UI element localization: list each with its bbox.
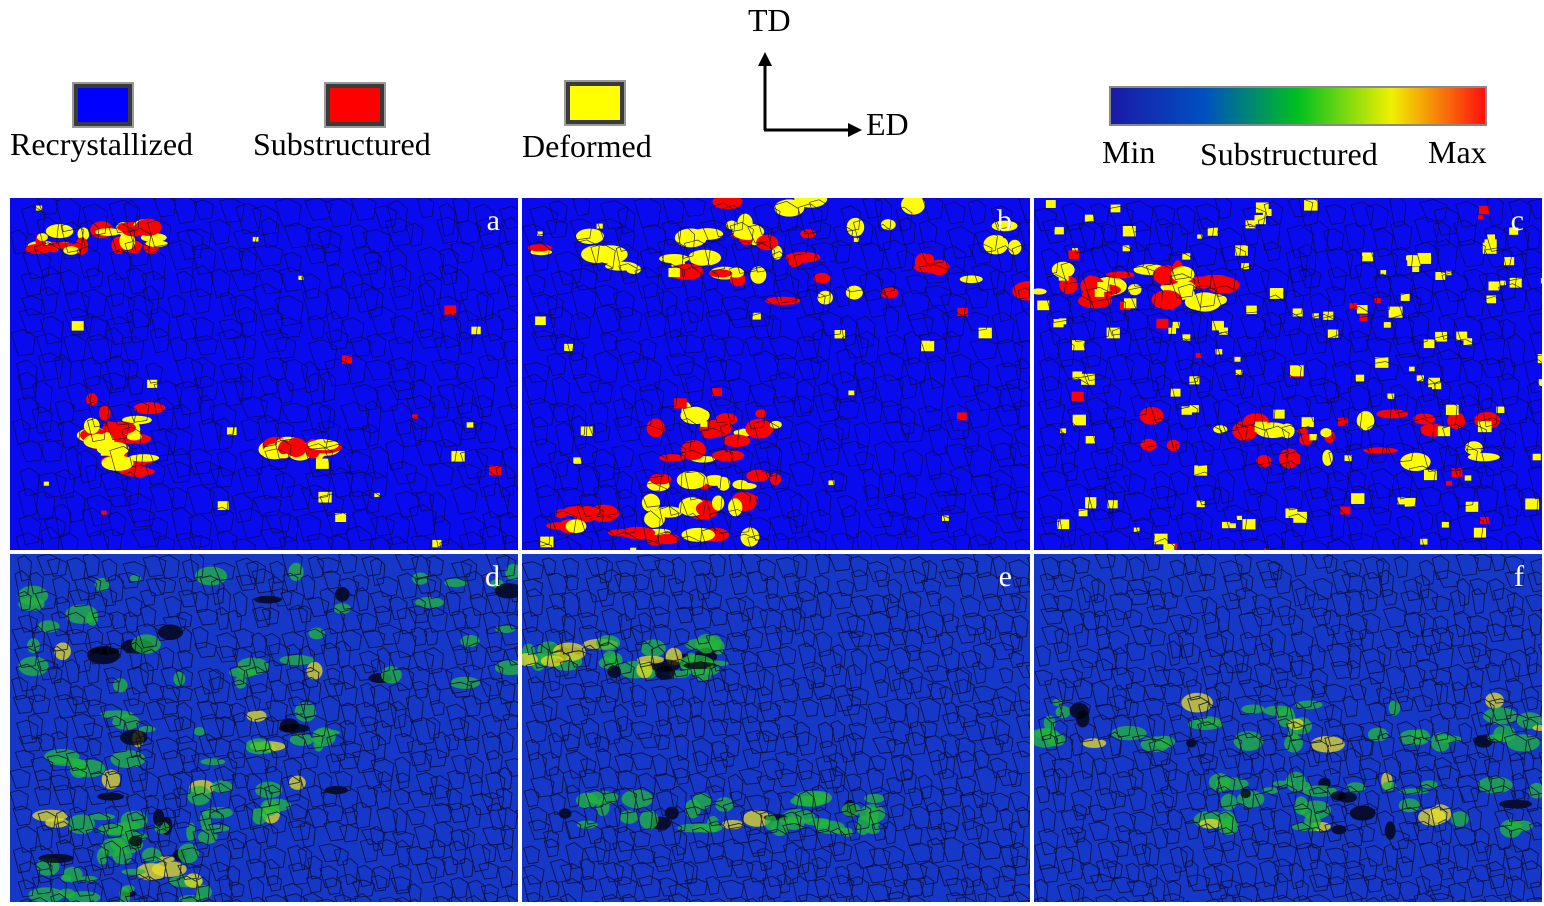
colorbar — [1109, 86, 1487, 126]
legend-swatch-recrystallized — [72, 82, 134, 128]
panel-a: a — [10, 198, 518, 550]
panel-d: d — [10, 554, 518, 902]
panel-a-letter: a — [486, 204, 500, 237]
legend-label-deformed: Deformed — [522, 128, 652, 164]
legend-swatch-deformed — [564, 80, 626, 126]
legend-label-substructured: Substructured — [253, 126, 431, 162]
legend-swatch-substructured — [324, 82, 386, 128]
panel-c-letter: c — [1510, 204, 1524, 237]
panel-b-letter: b — [997, 204, 1012, 237]
panel-c: c — [1034, 198, 1542, 550]
ed-axis-label: ED — [866, 106, 909, 142]
legend-label-recrystallized: Recrystallized — [10, 126, 194, 162]
panel-e-letter: e — [998, 560, 1012, 593]
colorbar-min-label: Min — [1102, 134, 1156, 170]
colorbar-mid-label: Substructured — [1200, 136, 1378, 172]
td-axis-label: TD — [748, 2, 791, 38]
colorbar-max-label: Max — [1428, 134, 1487, 170]
panel-f: f — [1034, 554, 1542, 902]
panel-f-letter: f — [1514, 560, 1524, 593]
panel-e-map — [522, 554, 1030, 902]
panel-d-letter: d — [485, 560, 500, 593]
panel-b-map — [522, 198, 1030, 550]
panel-a-map — [10, 198, 518, 550]
panel-e: e — [522, 554, 1030, 902]
axis-arrows-icon — [758, 52, 862, 137]
panel-f-map — [1034, 554, 1542, 902]
panel-b: b — [522, 198, 1030, 550]
panel-c-map — [1034, 198, 1542, 550]
panel-d-map — [10, 554, 518, 902]
